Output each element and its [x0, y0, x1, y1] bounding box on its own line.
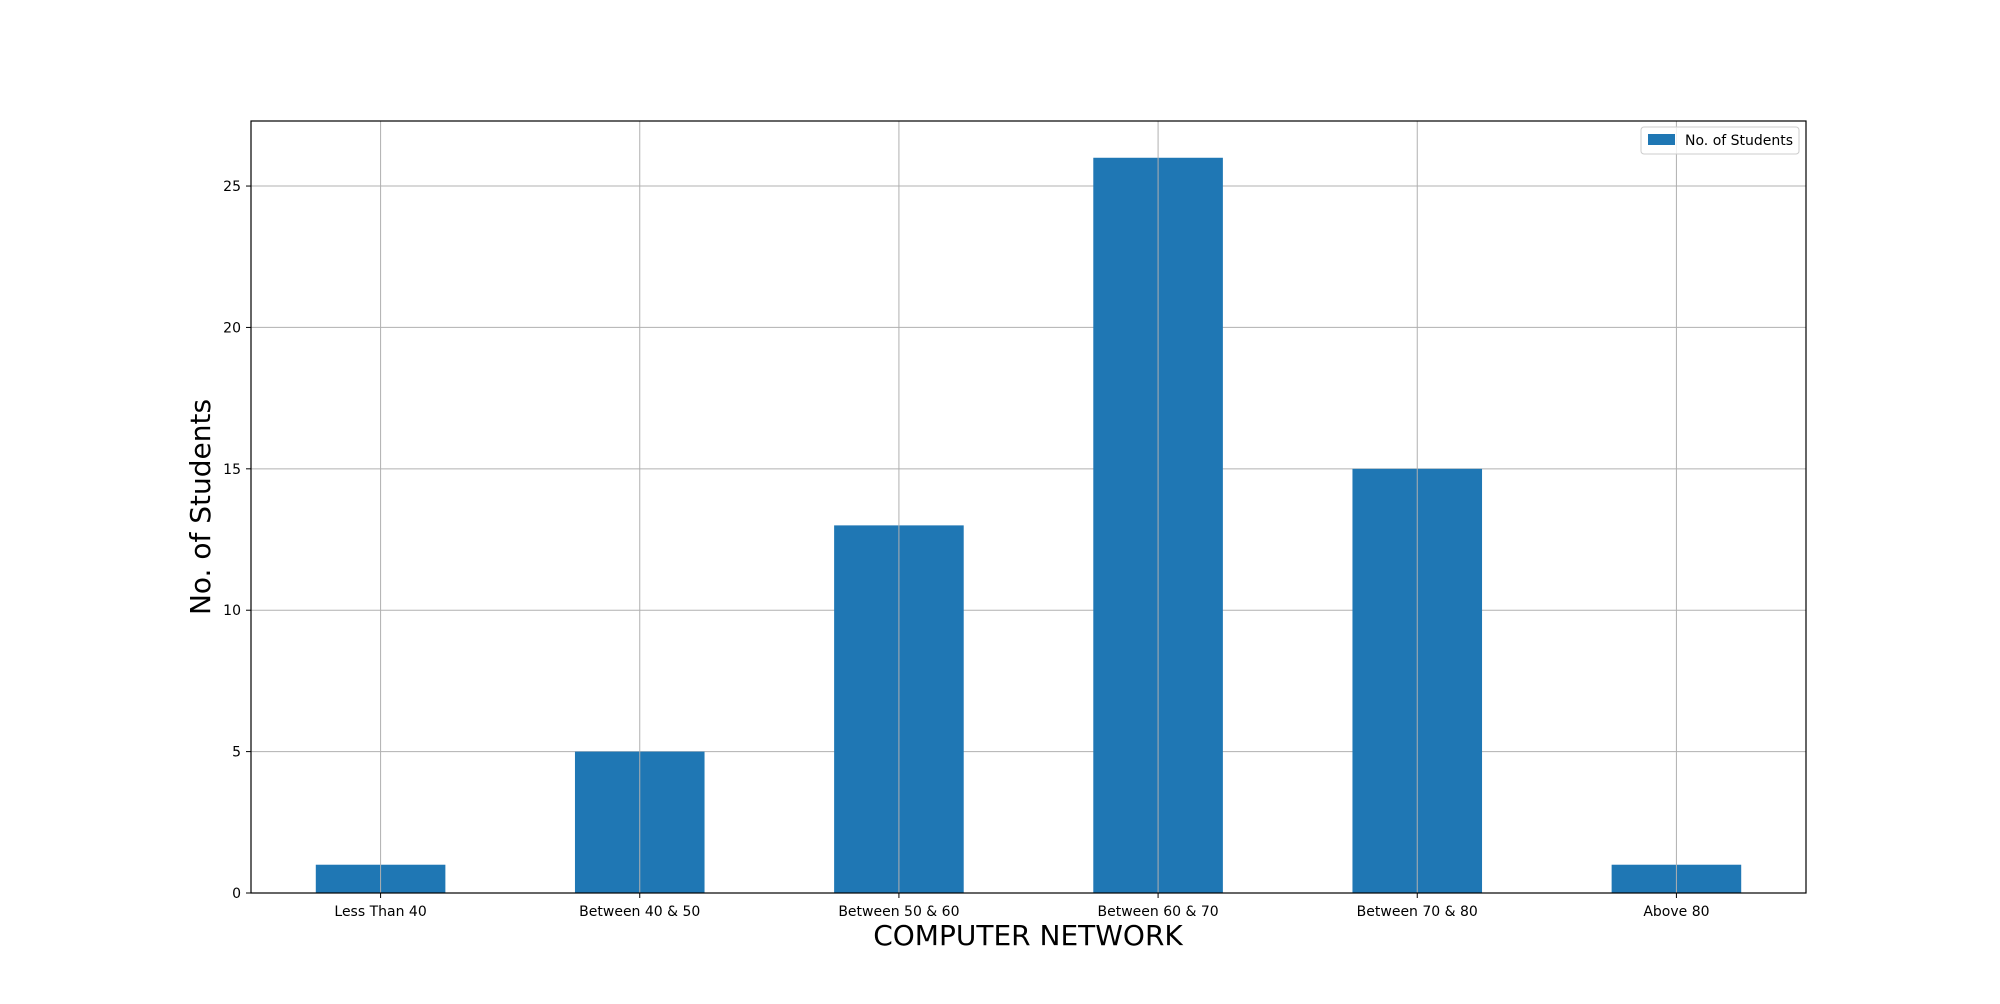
x-tick-label: Above 80: [1643, 904, 1709, 920]
x-axis-title: COMPUTER NETWORK: [873, 919, 1183, 952]
x-tick-label: Between 60 & 70: [1098, 904, 1219, 920]
x-tick-label: Less Than 40: [334, 904, 426, 920]
legend-label: No. of Students: [1685, 133, 1793, 149]
y-tick-label: 0: [232, 886, 241, 902]
y-tick-label: 15: [223, 462, 241, 478]
grid-lines: [251, 185, 1806, 894]
plot-frame: [250, 120, 1807, 894]
vertical-grid-lines: [380, 121, 1677, 893]
x-tick-label: Between 40 & 50: [579, 904, 700, 920]
y-tick-label: 20: [223, 320, 241, 336]
legend-swatch: [1648, 134, 1675, 145]
y-tick-label: 10: [223, 603, 241, 619]
y-axis-ticks: 0 5 10 15 20 25: [223, 179, 251, 902]
x-tick-label: Between 50 & 60: [838, 904, 959, 920]
legend: No. of Students: [1640, 126, 1800, 155]
y-tick-label: 25: [223, 179, 241, 195]
legend-box: [1640, 126, 1800, 155]
y-tick-label: 5: [232, 745, 241, 761]
y-axis-title: No. of Students: [184, 399, 217, 615]
x-axis-ticks: Less Than 40 Between 40 & 50 Between 50 & …: [334, 893, 1710, 920]
x-tick-label: Between 70 & 80: [1357, 904, 1478, 920]
bars: [315, 157, 1742, 893]
